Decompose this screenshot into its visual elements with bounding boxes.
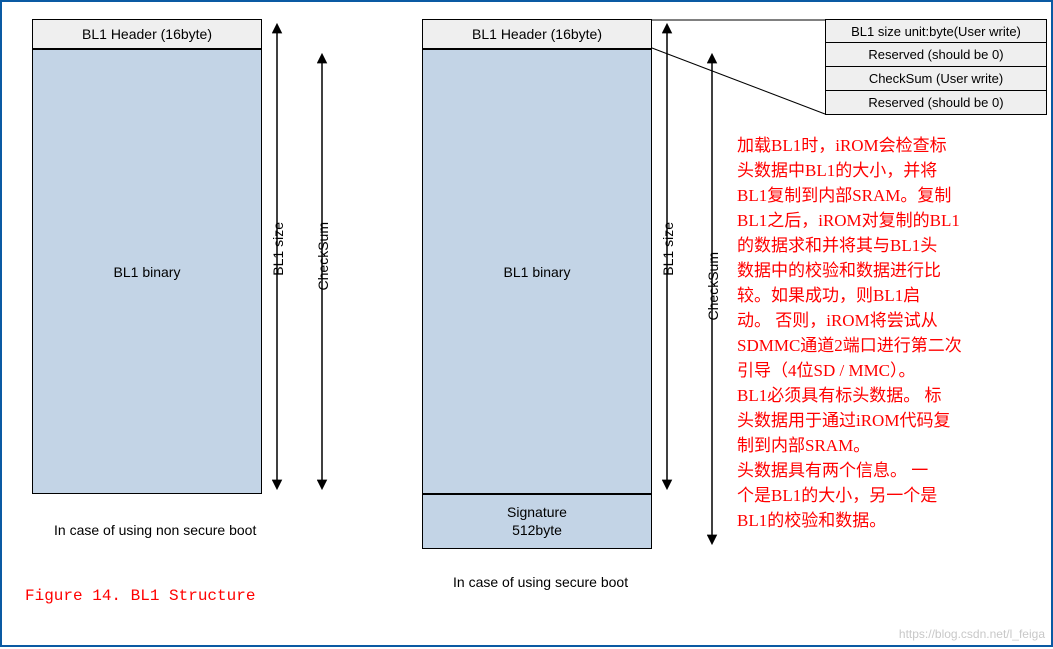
left-bl1-binary-label: BL1 binary — [114, 264, 181, 280]
anno-line-1: 头数据中BL1的大小，并将 — [737, 158, 962, 183]
anno-line-15: 个是BL1的大小，另一个是 — [737, 483, 962, 508]
right-caption: In case of using secure boot — [453, 574, 628, 590]
htable-cell-2: CheckSum (User write) — [869, 71, 1003, 86]
anno-line-4: 的数据求和并将其与BL1头 — [737, 233, 962, 258]
header-detail-table: BL1 size unit:byte(User write) Reserved … — [825, 19, 1047, 115]
htable-cell-1: Reserved (should be 0) — [868, 47, 1003, 62]
anno-line-12: 头数据用于通过iROM代码复 — [737, 408, 962, 433]
anno-line-16: BL1的校验和数据。 — [737, 508, 962, 533]
htable-cell-0: BL1 size unit:byte(User write) — [851, 24, 1021, 39]
right-signature: Signature 512byte — [422, 494, 652, 549]
anno-line-9: 引导（4位SD / MMC）。 — [737, 358, 962, 383]
htable-cell-3: Reserved (should be 0) — [868, 95, 1003, 110]
right-bl1-header-label: BL1 Header (16byte) — [472, 26, 602, 42]
anno-line-3: BL1之后，iROM对复制的BL1 — [737, 208, 962, 233]
anno-line-13: 制到内部SRAM。 — [737, 433, 962, 458]
right-bl1-binary: BL1 binary — [422, 49, 652, 494]
anno-line-14: 头数据具有两个信息。 一 — [737, 458, 962, 483]
anno-line-7: 动。 否则，iROM将尝试从 — [737, 308, 962, 333]
annotation-text: 加载BL1时，iROM会检查标 头数据中BL1的大小，并将 BL1复制到内部SR… — [737, 133, 962, 533]
left-bl1-header: BL1 Header (16byte) — [32, 19, 262, 49]
anno-line-6: 较。如果成功，则BL1启 — [737, 283, 962, 308]
left-bl1-binary: BL1 binary — [32, 49, 262, 494]
figure-title: Figure 14. BL1 Structure — [25, 587, 255, 605]
right-bl1size-label: BL1 size — [660, 222, 676, 276]
anno-line-2: BL1复制到内部SRAM。复制 — [737, 183, 962, 208]
anno-line-0: 加载BL1时，iROM会检查标 — [737, 133, 962, 158]
right-bl1-binary-label: BL1 binary — [504, 264, 571, 280]
right-signature-label: Signature 512byte — [507, 504, 567, 539]
htable-row-0: BL1 size unit:byte(User write) — [825, 19, 1047, 43]
right-checksum-label: CheckSum — [705, 252, 721, 320]
diagram-frame: BL1 Header (16byte) BL1 binary In case o… — [0, 0, 1053, 647]
anno-line-8: SDMMC通道2端口进行第二次 — [737, 333, 962, 358]
left-bl1-header-label: BL1 Header (16byte) — [82, 26, 212, 42]
left-bl1size-label: BL1 size — [270, 222, 286, 276]
htable-row-1: Reserved (should be 0) — [825, 43, 1047, 67]
anno-line-11: BL1必须具有标头数据。 标 — [737, 383, 962, 408]
right-bl1-header: BL1 Header (16byte) — [422, 19, 652, 49]
anno-line-5: 数据中的校验和数据进行比 — [737, 258, 962, 283]
watermark: https://blog.csdn.net/l_feiga — [899, 627, 1045, 641]
htable-row-2: CheckSum (User write) — [825, 67, 1047, 91]
left-caption: In case of using non secure boot — [54, 522, 256, 538]
htable-row-3: Reserved (should be 0) — [825, 91, 1047, 115]
left-checksum-label: CheckSum — [315, 222, 331, 290]
